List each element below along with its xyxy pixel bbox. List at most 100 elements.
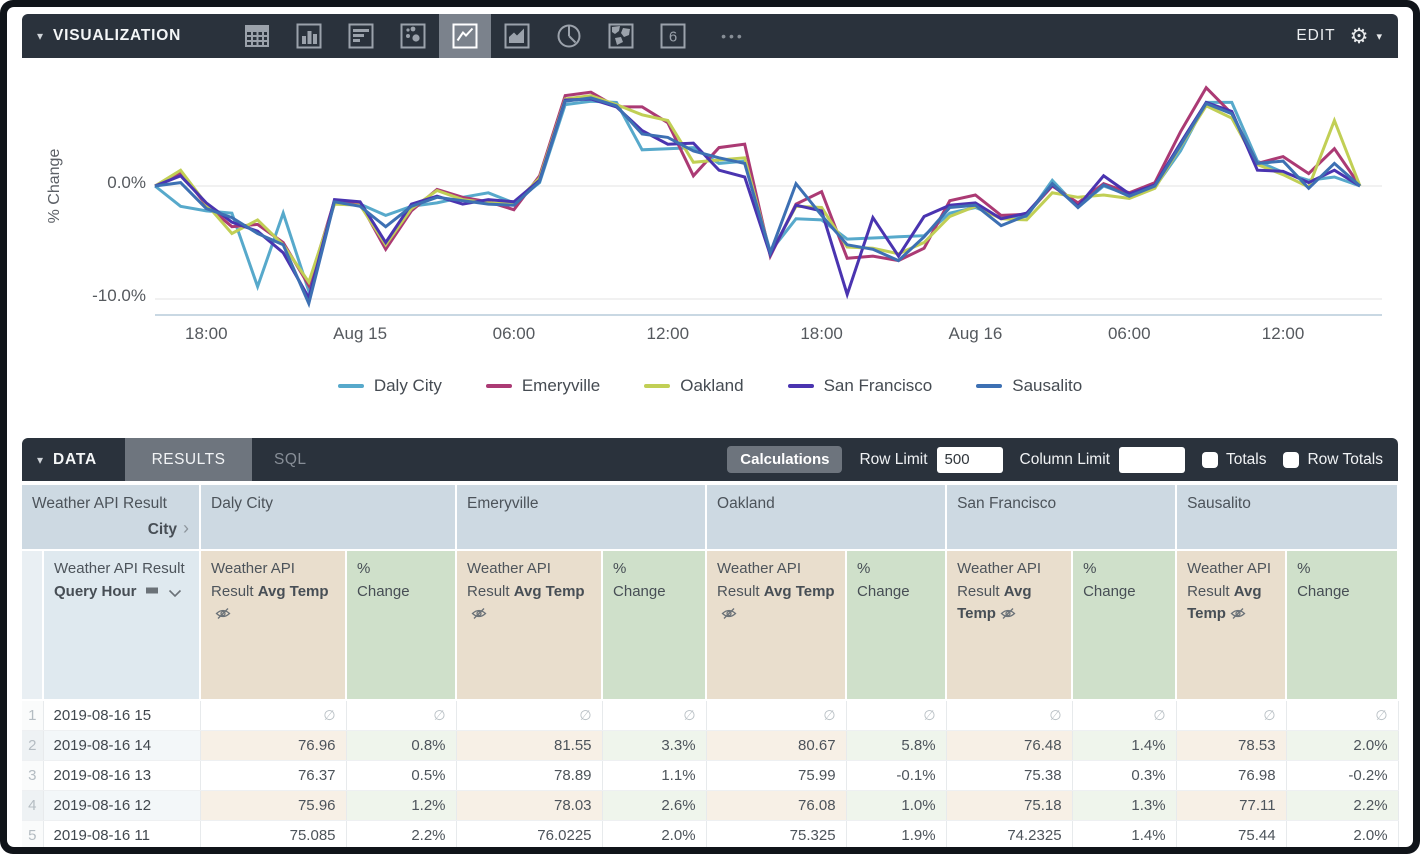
pivot-dimension-label: Weather API Result [32, 495, 167, 512]
legend-item-oakland[interactable]: Oakland [644, 376, 744, 396]
percent-change-cell: ∅ [1072, 700, 1177, 731]
x-axis-tick-label: Aug 15 [333, 324, 388, 343]
percent-change-column-header[interactable]: % Change [846, 550, 948, 702]
avg-temp-column-header[interactable]: Weather API Result Avg Temp [1176, 550, 1288, 702]
x-axis-tick-label: 18:00 [800, 324, 843, 343]
field-view-label: Weather API Result [717, 560, 801, 600]
pivot-dimension-header[interactable]: Weather API Result City › [22, 485, 202, 552]
row-bar-chart-icon[interactable] [335, 14, 387, 58]
avg-temp-cell: 76.37 [200, 760, 347, 791]
eye-slash-icon [471, 605, 487, 628]
avg-temp-cell: 76.08 [706, 790, 847, 821]
pivot-value-header[interactable]: Emeryville [456, 485, 708, 552]
avg-temp-cell: 81.55 [456, 730, 603, 761]
line-chart-icon[interactable] [439, 14, 492, 58]
table-row: 4 2019-08-16 12 75.96 1.2% 78.03 2.6% 76.08 1.0… [22, 790, 1399, 821]
eye-slash-icon [721, 605, 737, 628]
tab-results[interactable]: RESULTS [124, 438, 252, 481]
chart-legend: Daly City Emeryville Oakland San Francisco S… [22, 376, 1398, 396]
chart-canvas [154, 85, 1382, 316]
avg-temp-cell: 80.67 [706, 730, 847, 761]
percent-change-column-header[interactable]: % Change [1072, 550, 1178, 702]
avg-temp-cell: ∅ [456, 700, 603, 731]
column-limit-input[interactable] [1118, 446, 1185, 473]
chevron-down-icon[interactable] [168, 583, 182, 606]
table-row: 2 2019-08-16 14 76.96 0.8% 81.55 3.3% 80.67 5.8… [22, 730, 1399, 761]
chevron-right-icon: › [183, 518, 190, 539]
avg-temp-cell: 74.2325 [946, 820, 1073, 847]
avg-temp-column-header[interactable]: Weather API Result Avg Temp [946, 550, 1074, 702]
legend-item-san-francisco[interactable]: San Francisco [787, 376, 932, 396]
percent-change-cell: 2.2% [1286, 790, 1399, 821]
query-hour-cell: 2019-08-16 12 [43, 790, 201, 821]
row-number: 2 [22, 730, 44, 761]
query-hour-cell: 2019-08-16 11 [43, 820, 201, 847]
avg-temp-cell: ∅ [706, 700, 847, 731]
field-name-label: Change [1083, 582, 1136, 600]
more-chart-types-icon[interactable]: ••• [721, 28, 745, 44]
table-chart-icon[interactable] [231, 14, 283, 58]
percent-change-cell: 0.5% [346, 760, 457, 791]
percent-change-cell: 2.0% [1286, 730, 1399, 761]
area-chart-icon[interactable] [491, 14, 543, 58]
legend-item-emeryville[interactable]: Emeryville [485, 376, 601, 396]
pivot-value-header[interactable]: Oakland [706, 485, 948, 552]
percent-change-cell: 1.0% [846, 790, 947, 821]
percent-change-cell: 1.2% [346, 790, 457, 821]
collapse-caret-icon[interactable]: ▾ [37, 452, 44, 467]
field-name-label: % [857, 560, 871, 578]
avg-temp-cell: 76.96 [200, 730, 347, 761]
percent-change-column-header[interactable]: % Change [602, 550, 708, 702]
legend-item-sausalito[interactable]: Sausalito [976, 376, 1082, 396]
query-hour-cell: 2019-08-16 15 [43, 700, 201, 731]
percent-change-cell: 0.3% [1072, 760, 1177, 791]
percent-change-cell: 3.3% [602, 730, 707, 761]
percent-change-cell: 2.2% [346, 820, 457, 847]
gear-icon[interactable]: ⚙ [1349, 23, 1369, 48]
query-hour-column-header[interactable]: Weather API Result Query Hour [43, 550, 202, 702]
row-totals-checkbox[interactable] [1283, 451, 1300, 468]
data-collapse[interactable]: ▾ DATA [22, 438, 97, 481]
bar-chart-icon[interactable] [283, 14, 335, 58]
percent-change-column-header[interactable]: % Change [346, 550, 458, 702]
legend-swatch [644, 384, 671, 388]
row-limit-input[interactable] [936, 446, 1003, 473]
pivot-value-header[interactable]: Daly City [200, 485, 458, 552]
single-value-chart-icon[interactable]: 6 [647, 14, 699, 58]
percent-change-cell: 0.8% [346, 730, 457, 761]
pivot-field-name: City [147, 521, 178, 539]
pie-chart-icon[interactable] [543, 14, 595, 58]
visualization-collapse[interactable]: ▾ VISUALIZATION [22, 27, 181, 45]
y-axis-tick-label: -10.0% [92, 286, 146, 305]
field-name-label: % [357, 560, 371, 578]
calculations-button[interactable]: Calculations [727, 446, 843, 473]
avg-temp-column-header[interactable]: Weather API Result Avg Temp [200, 550, 348, 702]
avg-temp-cell: 75.44 [1176, 820, 1287, 847]
x-axis-tick-label: 12:00 [646, 324, 690, 343]
pivot-value-header[interactable]: San Francisco [946, 485, 1178, 552]
percent-change-cell: 5.8% [846, 730, 947, 761]
avg-temp-column-header[interactable]: Weather API Result Avg Temp [706, 550, 848, 702]
totals-checkbox[interactable] [1201, 451, 1218, 468]
legend-swatch [485, 384, 512, 388]
legend-label: Emeryville [521, 376, 601, 395]
collapse-caret-icon[interactable]: ▾ [37, 29, 44, 43]
avg-temp-cell: ∅ [200, 700, 347, 731]
percent-change-cell: 1.1% [602, 760, 707, 791]
settings-caret-icon[interactable]: ▾ [1376, 30, 1382, 43]
field-name-label: Change [1297, 582, 1350, 600]
edit-button[interactable]: EDIT [1296, 27, 1336, 44]
legend-item-daly-city[interactable]: Daly City [337, 376, 442, 396]
eye-slash-icon [1000, 605, 1016, 628]
legend-label: Sausalito [1012, 376, 1083, 395]
avg-temp-column-header[interactable]: Weather API Result Avg Temp [456, 550, 604, 702]
map-chart-icon[interactable] [595, 14, 647, 58]
percent-change-column-header[interactable]: % Change [1286, 550, 1400, 702]
scatter-chart-icon[interactable] [387, 14, 439, 58]
tab-sql[interactable]: SQL [273, 450, 307, 468]
legend-swatch [337, 384, 364, 388]
visualization-bar: ▾ VISUALIZATION 6 ••• EDIT ⚙ ▾ [22, 14, 1398, 58]
percent-change-cell: ∅ [1286, 700, 1399, 731]
pivot-value-header[interactable]: Sausalito [1176, 485, 1400, 552]
field-name-label: % [1297, 560, 1311, 578]
